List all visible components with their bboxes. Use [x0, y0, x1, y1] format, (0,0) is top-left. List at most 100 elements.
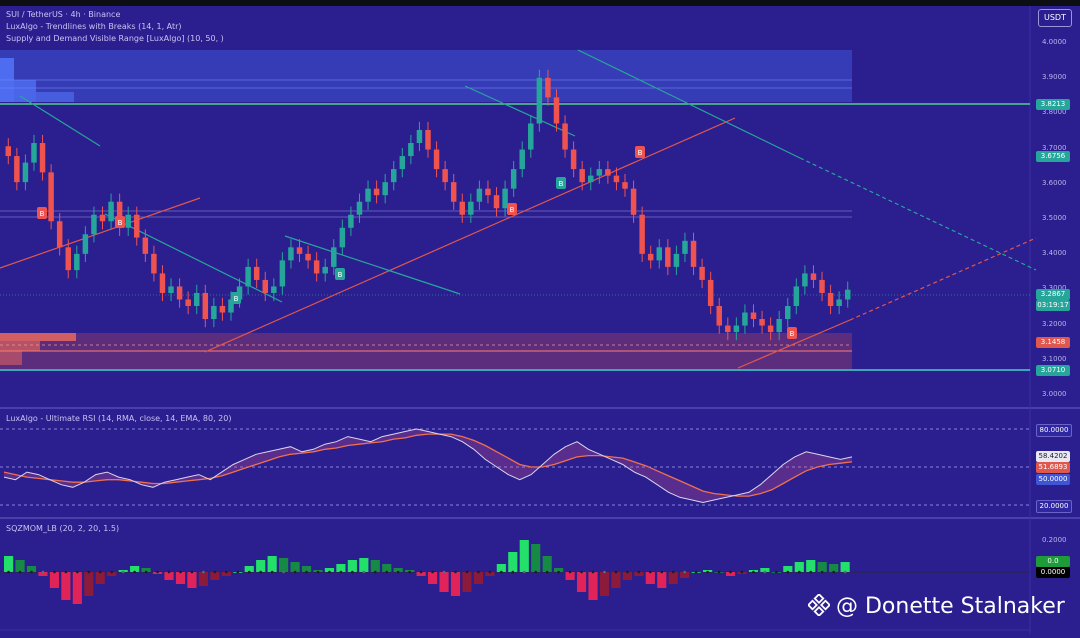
sqz-dot [179, 570, 182, 574]
candle-body [493, 195, 500, 209]
candle-body [228, 299, 234, 313]
trendline-support-2 [204, 117, 736, 353]
break-label-box [37, 207, 47, 219]
sqz-bar [531, 544, 541, 572]
candle-body [313, 260, 320, 274]
rsi-level-80-tag: 80.0000 [1036, 424, 1072, 437]
sqz-bar [141, 568, 151, 572]
sqz-bar [725, 572, 736, 576]
price-axis-tick: 4.0000 [1042, 38, 1067, 46]
sqz-bar [485, 572, 495, 576]
candle-body [5, 146, 12, 157]
sqz-bar [84, 572, 94, 596]
candle-body [48, 172, 54, 222]
sqz-dot [763, 570, 767, 574]
supply-zone-profile-3 [36, 92, 74, 102]
trendline-resist-3 [284, 235, 461, 295]
price-axis-tick: 3.1000 [1042, 354, 1067, 363]
break-label: B [234, 295, 239, 303]
candle-body [416, 130, 423, 144]
break-label-box [635, 146, 645, 158]
sqz-bar [61, 572, 71, 600]
rsi-panel-title[interactable]: LuxAlgo - Ultimate RSI (14, RMA, close, … [6, 414, 232, 423]
indicator-legend-2[interactable]: Supply and Demand Visible Range [LuxAlgo… [6, 34, 224, 43]
sqz-bar [393, 568, 403, 572]
sqz-panel-title[interactable]: SQZMOM_LB (20, 2, 20, 1.5) [6, 524, 120, 533]
candle-body [776, 319, 782, 333]
trendline-support-3-ext [849, 237, 1037, 321]
sqz-dot [649, 570, 652, 574]
sqz-dot [603, 570, 606, 574]
sqz-bar [4, 556, 14, 572]
sqz-dot [225, 570, 228, 574]
candle-body [733, 325, 740, 333]
sqz-bar [15, 560, 25, 572]
sqz-dot [213, 570, 217, 574]
break-label: B [40, 210, 45, 218]
candle-body [579, 169, 585, 183]
sqz-bar [221, 572, 231, 576]
candle-body [22, 162, 29, 183]
candle-body [819, 279, 825, 293]
sqz-dot [843, 570, 847, 574]
candle-body [185, 299, 191, 306]
candle-body [844, 289, 851, 300]
sqz-dot [500, 570, 503, 574]
break-label: B [510, 206, 515, 214]
sqz-dot [431, 570, 434, 574]
sqz-bar [473, 572, 484, 584]
sqz-bar [496, 564, 506, 572]
sqz-dot [740, 570, 744, 574]
price-axis-tick: 3.5000 [1042, 214, 1067, 222]
sqz-dot [156, 570, 159, 574]
sqz-bar [760, 568, 770, 572]
binance-logo-icon [808, 594, 830, 616]
countdown-tag: 03:19:17 [1036, 300, 1070, 311]
candle-body [802, 273, 808, 287]
sqz-bar [279, 558, 289, 572]
candle-body [108, 201, 114, 222]
candle-body [399, 156, 406, 170]
sqz-bar [450, 572, 461, 596]
currency-button[interactable]: USDT [1038, 9, 1072, 27]
rsi-value-tag: 58.4202 [1036, 451, 1070, 462]
watermark-text: @ Donette Stalnaker [836, 594, 1065, 619]
sqz-bar [256, 560, 266, 572]
sqz-dot [637, 570, 641, 574]
sqz-bar [439, 572, 449, 592]
supply-level-tag: 3.8213 [1036, 99, 1070, 110]
sqz-bar [829, 564, 839, 572]
sqz-dot [247, 570, 251, 574]
sqz-bar [783, 566, 793, 572]
sqz-dot [614, 570, 618, 574]
break-label: B [118, 219, 123, 227]
symbol-title[interactable]: SUI / TetherUS · 4h · Binance [6, 10, 121, 19]
sqz-dot [454, 570, 457, 574]
sqz-bar [622, 572, 632, 580]
price-axis-tick: 3.9000 [1042, 73, 1067, 82]
candle-body [202, 292, 209, 320]
sqz-bar [244, 566, 254, 572]
candle-body [373, 188, 380, 196]
sqz-bar [794, 562, 804, 572]
sqz-bar [416, 572, 426, 576]
break-label: B [559, 180, 564, 188]
candle-body [690, 240, 697, 267]
sqz-dot [683, 570, 686, 574]
sqz-dot [717, 570, 721, 574]
candle-body [785, 306, 791, 320]
sqz-bar [554, 568, 564, 572]
sqz-dot [729, 570, 732, 574]
rsi-signal-fill [4, 429, 852, 503]
candle-body [99, 214, 106, 222]
indicator-legend-1[interactable]: LuxAlgo - Trendlines with Breaks (14, 1,… [6, 22, 182, 31]
candle-body [296, 247, 303, 254]
candle-body [647, 253, 654, 261]
candle-body [707, 279, 714, 306]
candle-body [168, 286, 174, 293]
sqz-dot [568, 570, 572, 574]
rsi-signal-tag: 51.6893 [1036, 462, 1070, 473]
candle-body [656, 247, 663, 261]
